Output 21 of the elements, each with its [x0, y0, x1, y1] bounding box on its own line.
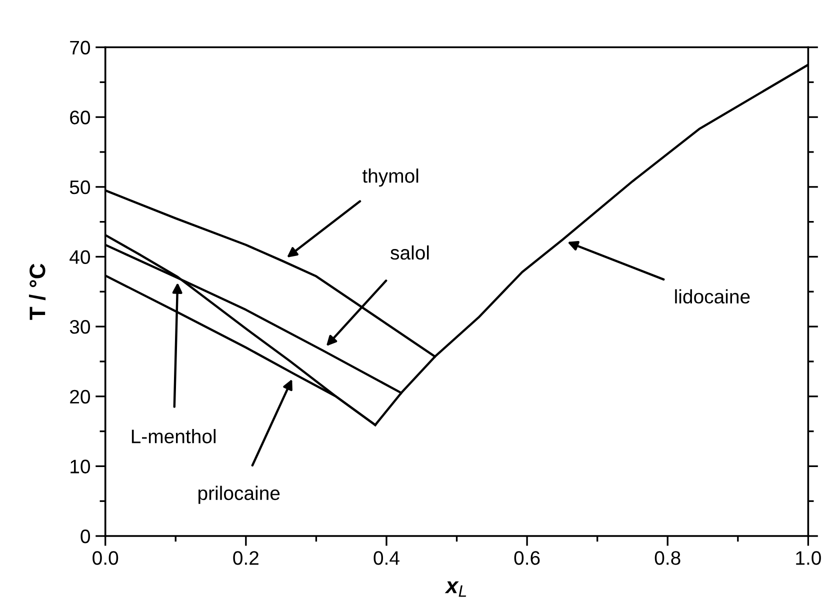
- y-tick-label: 40: [70, 250, 90, 264]
- annotation: L-menthol: [132, 429, 216, 444]
- annotation: lidocaine: [675, 289, 750, 304]
- y-tick-label: 0: [80, 529, 90, 544]
- x-axis-title: x$_{L}$: [444, 581, 466, 597]
- x-tick-label: 0.4: [374, 551, 400, 565]
- y-tick-label: 10: [70, 460, 90, 474]
- y-axis-title: T / °C: [28, 264, 46, 320]
- y-tick-label: 60: [70, 110, 90, 124]
- y-tick-label: 20: [70, 390, 90, 404]
- x-tick-label: 0.0: [92, 551, 118, 565]
- annotation: prilocaine: [198, 486, 280, 504]
- y-tick-label: 70: [70, 40, 90, 55]
- x-tick-label: 0.8: [654, 551, 680, 565]
- annotation: salol: [390, 245, 429, 260]
- x-tick-label: 0.6: [514, 551, 540, 565]
- y-tick-label: 30: [70, 320, 90, 334]
- x-tick-label: 1.0: [796, 551, 821, 565]
- x-tick-label: 0.2: [233, 551, 258, 565]
- y-tick-label: 50: [70, 180, 90, 194]
- annotation: thymol: [362, 168, 418, 187]
